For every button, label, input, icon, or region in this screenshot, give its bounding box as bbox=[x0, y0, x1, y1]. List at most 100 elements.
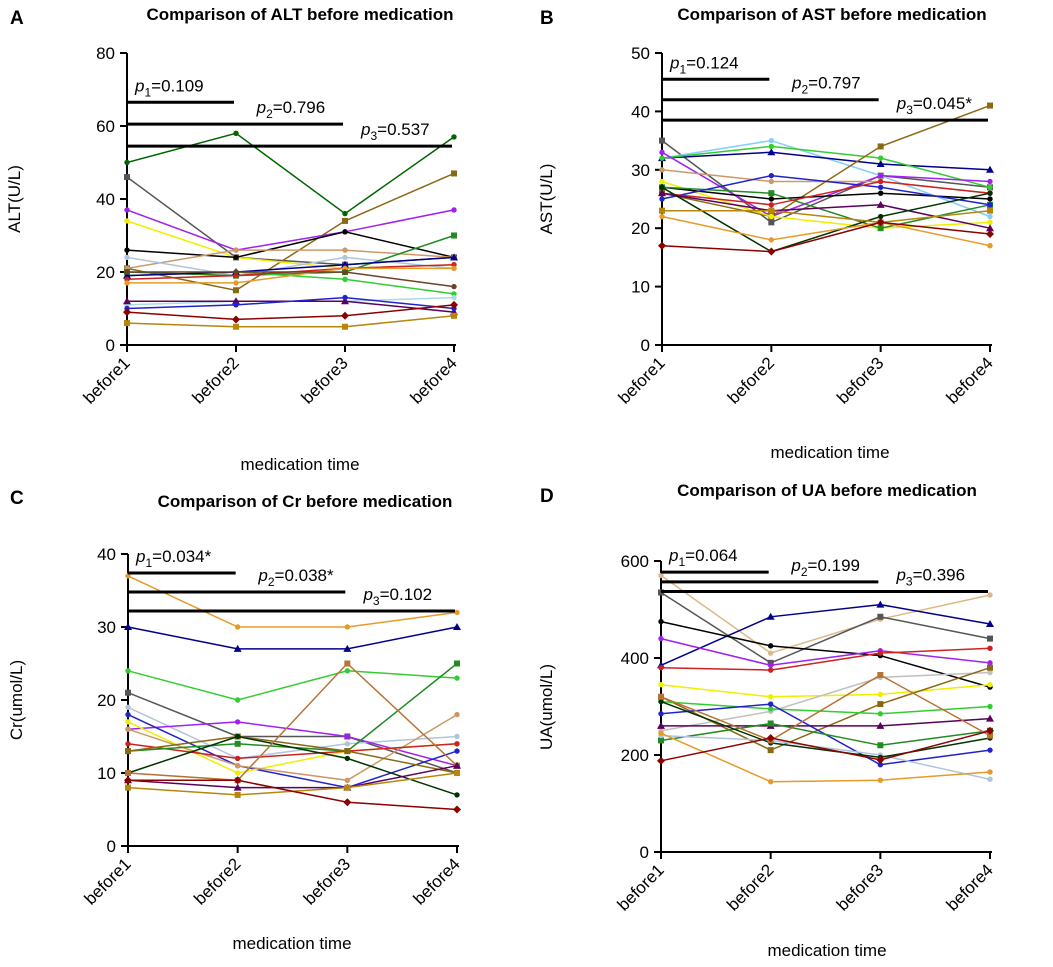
data-point-dot bbox=[987, 184, 993, 191]
series-line bbox=[658, 681, 993, 700]
series-polyline bbox=[126, 304, 455, 321]
series-polyline bbox=[660, 637, 991, 667]
data-point-square bbox=[987, 732, 993, 739]
data-point-dot bbox=[767, 650, 774, 656]
series-line bbox=[659, 184, 993, 255]
data-point-square bbox=[125, 748, 131, 755]
series-polyline bbox=[126, 296, 455, 310]
chart-title: Comparison of UA before medication bbox=[677, 481, 977, 500]
series-polyline bbox=[127, 743, 458, 760]
series-line bbox=[658, 720, 993, 749]
data-point-square bbox=[124, 174, 130, 181]
series-polyline bbox=[661, 104, 991, 218]
data-point-dot bbox=[987, 202, 993, 208]
series-polyline bbox=[128, 779, 458, 811]
data-point-dot bbox=[233, 269, 239, 275]
p-value-annotation: p2=0.199 bbox=[661, 556, 879, 584]
p-value-annotation: p2=0.038* bbox=[128, 566, 346, 594]
series-polyline bbox=[126, 132, 455, 215]
data-point-triangle bbox=[343, 644, 352, 652]
data-point-dot bbox=[877, 178, 884, 185]
data-point-dot bbox=[342, 276, 348, 282]
data-point-square bbox=[658, 693, 664, 700]
p-value-annotation: p1=0.034* bbox=[128, 547, 236, 575]
y-tick-label: 40 bbox=[631, 102, 650, 121]
x-tick-label: before1 bbox=[81, 854, 135, 908]
series-polyline bbox=[660, 591, 991, 664]
data-point-dot bbox=[344, 741, 351, 747]
data-point-square bbox=[877, 143, 884, 150]
p-value-label: p2=0.038* bbox=[257, 566, 334, 589]
series-line bbox=[659, 149, 993, 220]
data-point-dot bbox=[454, 609, 460, 616]
data-point-dot bbox=[342, 210, 348, 217]
data-point-diamond bbox=[232, 315, 240, 324]
series-line bbox=[658, 730, 993, 785]
data-point-triangle bbox=[232, 297, 240, 305]
data-point-dot bbox=[659, 155, 665, 161]
x-axis-label: medication time bbox=[770, 443, 889, 462]
data-point-dot bbox=[877, 190, 884, 196]
p-value-annotation: p3=0.102 bbox=[128, 585, 455, 613]
series-line bbox=[125, 660, 460, 784]
x-tick-label: before4 bbox=[943, 860, 997, 914]
data-point-dot bbox=[658, 698, 664, 705]
x-tick-label: before3 bbox=[298, 353, 352, 407]
p-value-label: p1=0.034* bbox=[135, 547, 212, 570]
p-value-label: p2=0.796 bbox=[256, 98, 326, 121]
y-axis-label: AST(U/L) bbox=[537, 164, 556, 235]
series-polyline bbox=[127, 713, 458, 789]
data-point-dot bbox=[768, 202, 775, 208]
data-point-diamond bbox=[233, 776, 242, 785]
data-point-dot bbox=[658, 681, 664, 688]
series-line bbox=[124, 170, 457, 294]
y-tick-label: 20 bbox=[97, 691, 116, 710]
data-point-dot bbox=[767, 667, 774, 673]
data-point-dot bbox=[658, 635, 664, 642]
data-point-dot bbox=[344, 733, 351, 740]
data-point-diamond bbox=[123, 308, 131, 317]
p-value-annotation: p1=0.064 bbox=[661, 546, 769, 574]
data-point-diamond bbox=[986, 230, 994, 239]
p-value-annotation: p3=0.045* bbox=[662, 94, 988, 122]
data-point-square bbox=[454, 770, 460, 776]
series-line bbox=[657, 726, 994, 765]
data-point-dot bbox=[124, 218, 130, 224]
data-point-square bbox=[987, 207, 993, 214]
data-point-dot bbox=[451, 134, 457, 140]
data-point-dot bbox=[234, 624, 241, 630]
data-point-dot bbox=[987, 747, 993, 753]
data-point-dot bbox=[658, 711, 664, 717]
data-point-dot bbox=[987, 660, 993, 666]
data-point-square bbox=[124, 320, 130, 327]
data-point-square bbox=[451, 170, 457, 177]
series-line bbox=[125, 668, 460, 703]
data-point-dot bbox=[659, 149, 665, 155]
p-value-annotation: p1=0.124 bbox=[662, 53, 770, 81]
data-point-square bbox=[877, 613, 884, 620]
data-point-square bbox=[342, 323, 348, 330]
data-point-dot bbox=[344, 668, 351, 674]
data-point-dot bbox=[451, 294, 457, 301]
data-point-dot bbox=[342, 229, 348, 235]
series-polyline bbox=[661, 717, 991, 727]
data-point-dot bbox=[767, 662, 774, 668]
data-point-dot bbox=[877, 777, 884, 783]
series-polyline bbox=[127, 764, 458, 789]
data-point-triangle bbox=[767, 148, 776, 156]
series-polyline bbox=[126, 256, 455, 277]
series-polyline bbox=[661, 151, 991, 218]
data-point-square bbox=[234, 740, 241, 747]
data-point-dot bbox=[658, 572, 664, 579]
p-value-label: p3=0.102 bbox=[362, 585, 432, 608]
data-point-square bbox=[768, 219, 775, 226]
data-point-square bbox=[451, 232, 457, 239]
data-point-triangle bbox=[986, 620, 994, 628]
data-point-dot bbox=[987, 776, 993, 782]
p-value-label: p1=0.109 bbox=[134, 76, 204, 99]
data-point-square bbox=[233, 323, 239, 330]
data-point-dot bbox=[987, 190, 993, 196]
x-tick-label: before2 bbox=[724, 353, 778, 407]
p-value-label: p1=0.064 bbox=[668, 546, 738, 569]
data-point-dot bbox=[234, 733, 241, 740]
